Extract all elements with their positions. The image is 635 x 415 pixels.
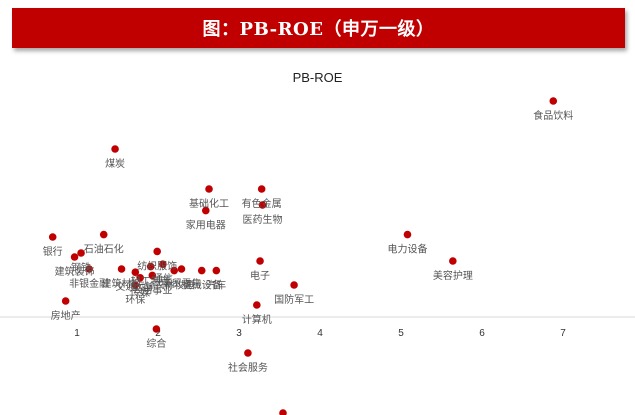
data-label: 传媒 [130, 287, 150, 299]
data-point [256, 257, 264, 265]
data-label: 交通运输 [115, 280, 155, 293]
data-label: 机械设备 [182, 279, 222, 292]
report-header-banner: 图：PB-ROE（申万一级） [12, 8, 625, 48]
x-tick-label: 5 [398, 328, 404, 339]
data-point [170, 266, 178, 275]
data-point [159, 260, 167, 269]
x-tick-label: 7 [560, 328, 566, 339]
data-point [253, 301, 261, 309]
report-header-title: 图：PB-ROE（申万一级） [202, 19, 435, 40]
data-point [48, 233, 57, 241]
data-point [146, 262, 155, 271]
data-label: 建筑装饰 [55, 265, 95, 278]
data-point [201, 206, 210, 215]
data-point [111, 145, 119, 153]
chart-title: PB-ROE [292, 70, 343, 85]
data-label: 国防军工 [274, 293, 314, 306]
data-point [77, 249, 85, 257]
data-point [205, 185, 213, 193]
data-point [177, 265, 186, 273]
x-tick-label: 6 [479, 328, 485, 339]
data-points [48, 97, 558, 357]
data-label: 计算机 [242, 313, 272, 326]
data-point [85, 265, 93, 273]
data-point [449, 257, 457, 265]
data-label: 汽车 [206, 279, 226, 292]
data-label: 商贸零售 [161, 277, 201, 290]
data-label: 公用事业 [132, 283, 172, 296]
data-point [197, 266, 206, 275]
data-point [70, 253, 79, 261]
x-axis-ticks: 1 2 3 4 5 6 7 [74, 328, 566, 339]
data-label: 钢铁 [71, 261, 91, 274]
data-label: 通信 [153, 273, 173, 285]
data-point [131, 268, 140, 277]
data-label: 社会服务 [228, 361, 268, 374]
data-label: 综合 [146, 337, 166, 350]
data-point [152, 325, 161, 333]
data-point [212, 266, 221, 275]
data-label: 电力设备 [387, 243, 427, 256]
data-label: 房地产 [51, 309, 81, 322]
data-label: 非银金融 [69, 277, 109, 290]
data-point [99, 230, 108, 239]
data-point [117, 265, 126, 273]
data-label: 医药生物 [242, 213, 282, 226]
data-label: 环保 [125, 293, 145, 306]
data-point [136, 274, 144, 282]
data-label: 建筑材料 [102, 277, 142, 290]
data-label: 食品饮料 [533, 109, 573, 122]
x-tick-label: 4 [317, 328, 323, 339]
data-label: 家用电器 [186, 219, 226, 232]
data-point [258, 201, 267, 209]
data-label: 石油石化 [84, 243, 124, 256]
data-point [244, 349, 252, 357]
x-tick-label: 3 [236, 328, 242, 339]
data-point-cropped [279, 409, 287, 415]
data-point [403, 230, 412, 239]
data-label: 轻工制造 [131, 275, 171, 288]
x-tick-label: 1 [74, 328, 80, 339]
data-label: 银行 [43, 245, 63, 258]
data-label: 电子 [250, 269, 270, 282]
data-point [549, 97, 558, 105]
data-point [131, 281, 140, 289]
data-point [148, 271, 157, 280]
data-label: 农林牧渔 [154, 279, 194, 292]
data-point [153, 247, 161, 256]
data-label: 煤炭 [105, 157, 125, 170]
data-label: 基础化工 [189, 197, 229, 210]
data-label: 美容护理 [433, 269, 473, 282]
data-label: 纺织服饰 [137, 259, 177, 272]
data-point [61, 297, 70, 305]
data-point [257, 185, 266, 193]
data-point [290, 281, 298, 289]
x-tick-label: 2 [155, 328, 161, 339]
data-label: 有色金属 [242, 197, 282, 210]
